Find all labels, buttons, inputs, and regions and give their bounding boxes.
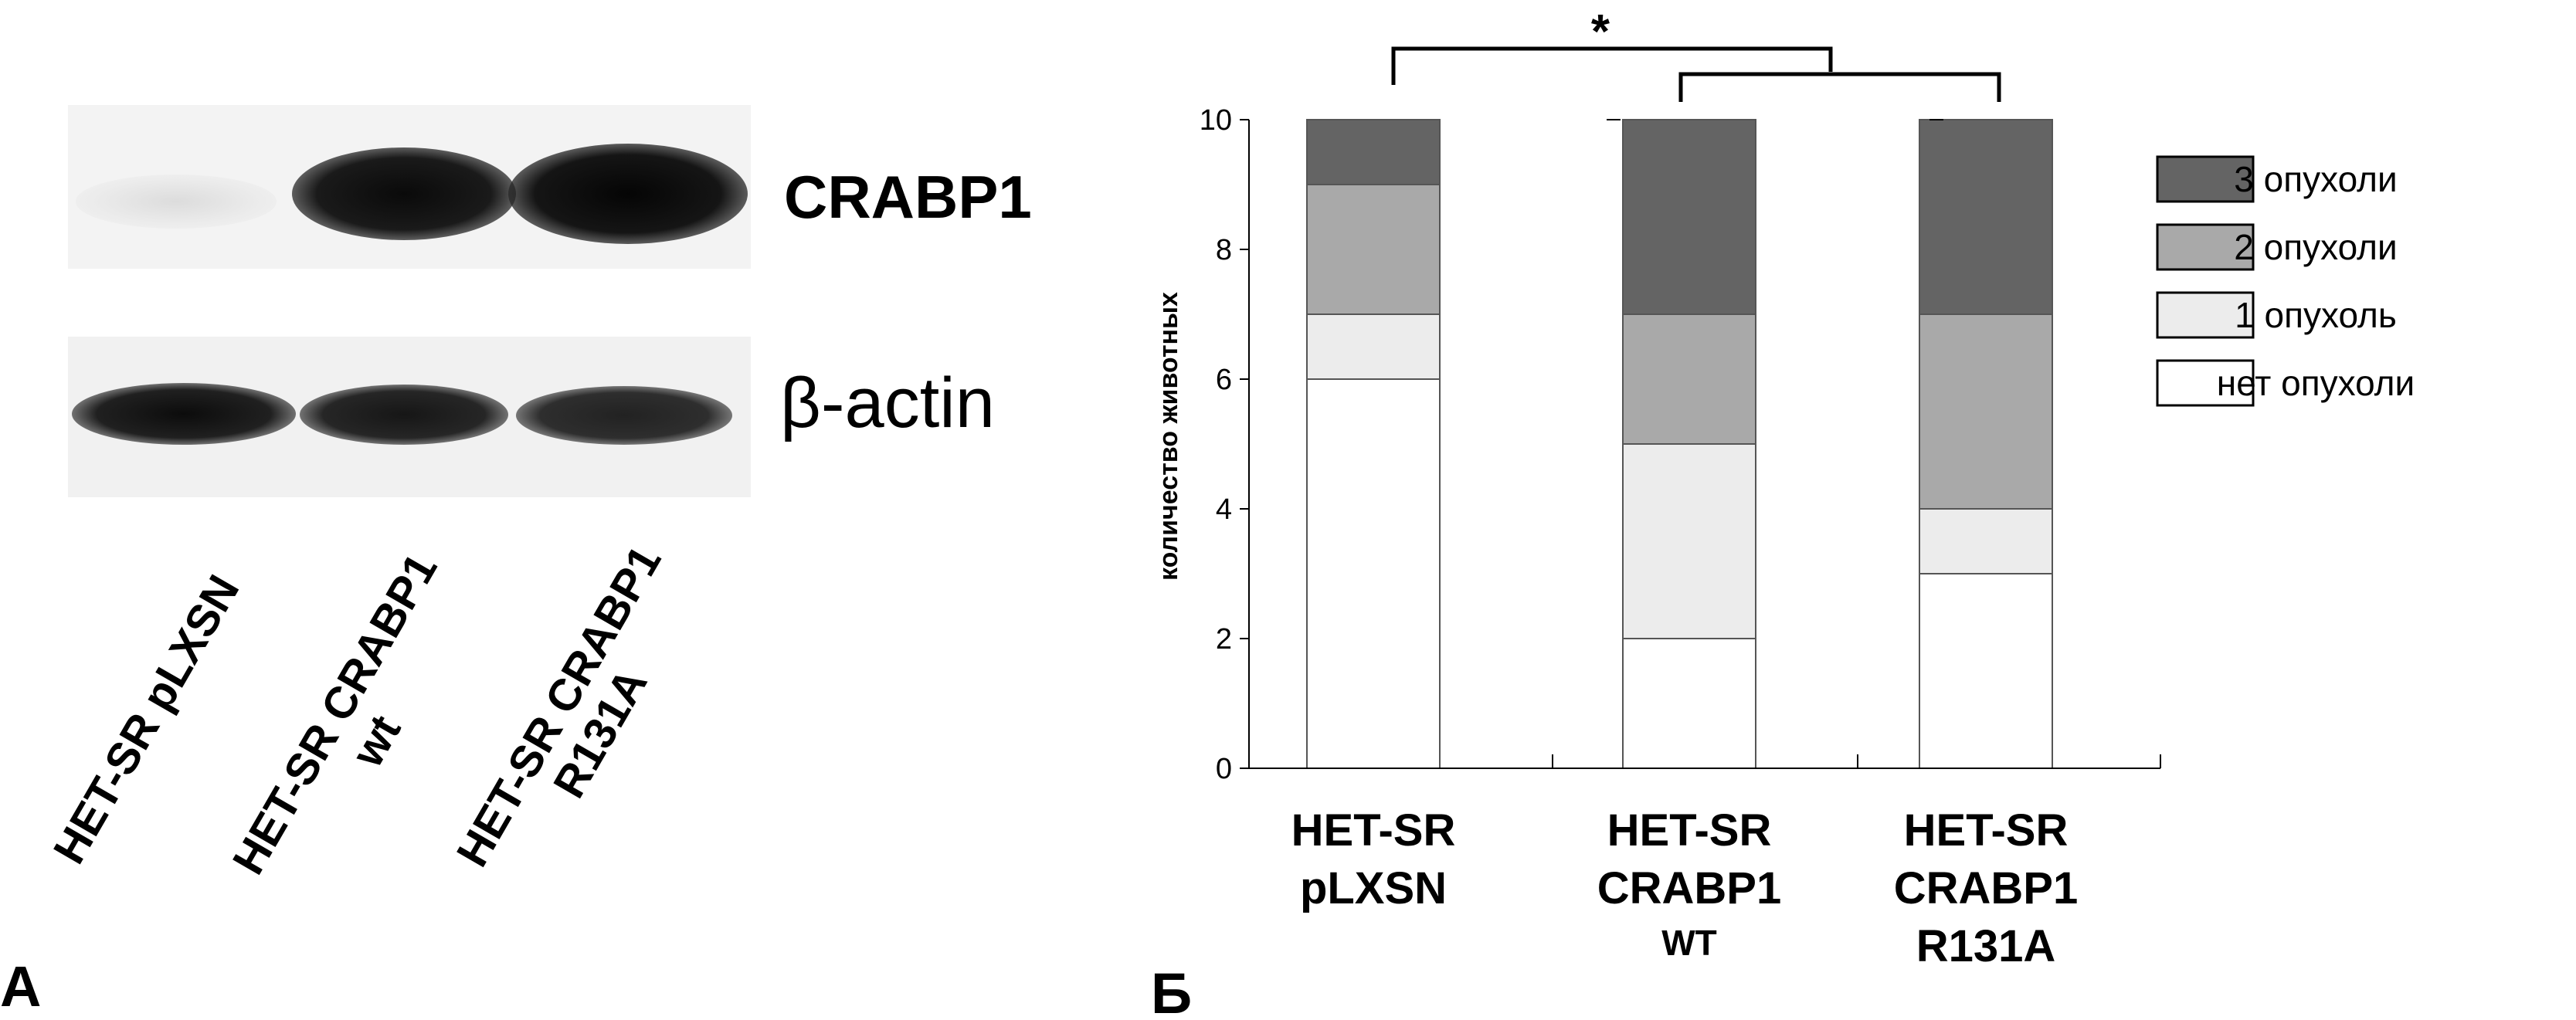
legend-swatch [2156,359,2255,407]
category-label: CRABP1 [1894,863,2079,913]
significance-bracket: * [1391,5,2001,102]
category-label: pLXSN [1300,863,1447,913]
category-label: HET-SR [1904,805,2069,856]
category-label: R131A [1916,921,2056,971]
y-tick-label: 0 [1216,753,1232,785]
bar-segment-2-2 [1622,443,1756,639]
band-crabp1-lane2 [292,147,516,240]
legend-swatch [2156,223,2255,271]
category-label: HET-SR [1291,805,1456,856]
band-crabp1-lane1 [76,175,277,229]
legend-label: 2 опухоли [2234,227,2397,267]
bars-group [1306,119,2053,769]
legend-label: 1 опухоль [2235,295,2397,335]
panel-letter-b: Б [1151,961,1192,1020]
band-crabp1-lane3 [508,144,748,244]
lane-label-line: HET-SR pLXSN [43,567,249,873]
bracket-inner [1678,72,2001,102]
y-tick-label: 6 [1216,364,1232,396]
band-actin-lane3 [516,386,732,445]
crabp1-blot [68,105,751,269]
bar-segment-3-4 [1919,119,2053,315]
bar-segment-1-2 [1306,313,1441,380]
bar-segment-3-3 [1919,313,2053,510]
category-label: WT [1661,923,1717,963]
band-actin-lane2 [300,385,508,445]
y-tick-label: 4 [1216,493,1232,526]
category-label: CRABP1 [1597,863,1782,913]
bar-segment-3-1 [1919,573,2053,769]
y-tick-label: 10 [1200,104,1232,137]
bar-segment-2-1 [1622,638,1756,769]
legend-swatch [2156,155,2255,203]
bar-segment-1-4 [1306,119,1441,185]
bracket-outer [1391,46,1833,85]
legend-label: нет опухоли [2217,363,2415,403]
y-tick-label: 2 [1216,623,1232,656]
bar-segment-2-3 [1622,313,1756,445]
legend: 3 опухоли 2 опухоли 1 опухоль нет опухоли [2156,155,2415,407]
legend-swatch [2156,291,2255,339]
beta-actin-label: β-actin [780,364,995,442]
actin-blot [68,337,751,497]
bar-segment-1-3 [1306,184,1441,315]
significance-asterisk: * [1591,5,1610,59]
lane-label-crabp1-r131a: HET-SR CRABP1 R131A [447,537,711,900]
tumor-count-chart: 0 2 4 6 8 10 * 3 опухоли 2 опухоли 1 опухоль нет… [1151,5,2415,1020]
panel-letter-a: А [0,954,42,1018]
bar-segment-1-1 [1306,378,1441,769]
axes-group: 0 2 4 6 8 10 [1200,104,2161,785]
bar-segment-3-2 [1919,508,2053,574]
crabp1-label: CRABP1 [784,163,1032,231]
y-axis-label: количество животных [1154,292,1183,581]
y-tick-label: 8 [1216,234,1232,266]
lane-label-pLXSN: HET-SR pLXSN [44,567,249,873]
category-labels: HET-SR pLXSN HET-SR CRABP1 WT HET-SR CRABP1 R13… [1291,805,2079,971]
lane-label-crabp1-wt: HET-SR CRABP1 wt [223,545,487,907]
western-blot-panel: CRABP1 β-actin HET-SR pLXSN HET-SR CRABP… [0,0,1081,1020]
category-label: HET-SR [1607,805,1772,856]
legend-label: 3 опухоли [2234,159,2397,199]
bar-segment-2-4 [1622,119,1756,315]
band-actin-lane1 [72,383,296,445]
